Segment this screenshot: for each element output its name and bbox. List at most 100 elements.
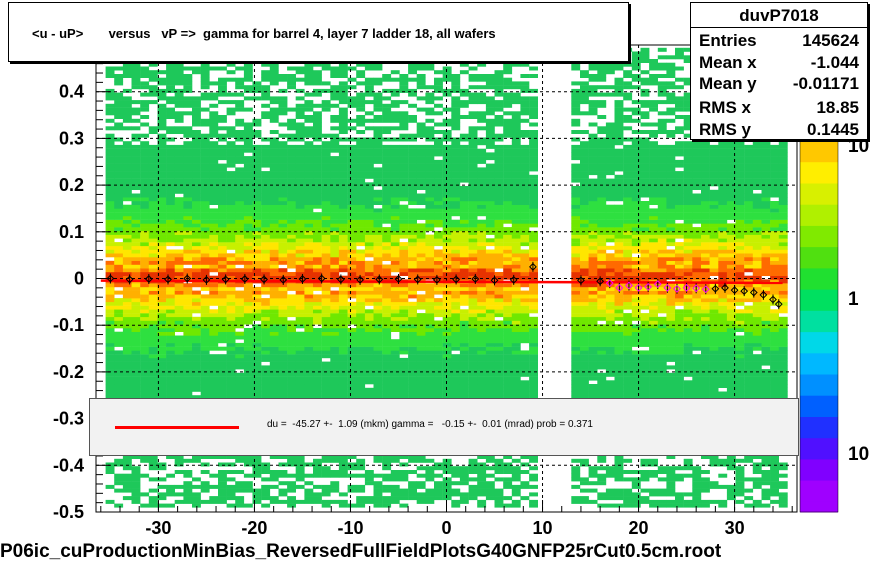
heatmap-cell [252,380,262,385]
heatmap-cell [174,100,184,105]
heatmap-cell [105,335,115,340]
heatmap-cell [511,488,521,493]
heatmap-cell [529,372,538,377]
heatmap-cell [338,130,348,134]
heatmap-cell [200,171,210,176]
heatmap-cell [330,70,340,75]
heatmap-cell [330,324,340,329]
heatmap-cell [338,230,348,235]
heatmap-cell [114,477,124,482]
heatmap-cell [278,488,288,493]
heatmap-cell [356,268,366,273]
heatmap-cell [520,223,530,228]
heatmap-cell [408,354,417,359]
heatmap-cell [477,324,487,329]
heatmap-cell [183,148,193,153]
heatmap-cell [451,148,461,153]
heatmap-cell [226,152,236,157]
heatmap-cell [122,197,132,202]
heatmap-cell [114,219,124,224]
heatmap-cell [252,387,262,392]
heatmap-cell [468,182,478,187]
heatmap-cell [390,219,400,224]
heatmap-cell [174,249,184,254]
heatmap-cell [451,103,461,108]
heatmap-cell [434,230,443,235]
heatmap-cell [399,346,409,351]
heatmap-cell [468,126,478,131]
heatmap-cell [330,186,340,190]
heatmap-cell [269,156,279,161]
heatmap-cell [364,141,374,146]
heatmap-cell [451,201,461,205]
heatmap-cell [347,249,357,254]
heatmap-cell [261,219,271,224]
heatmap-cell [148,357,158,362]
heatmap-cell [269,215,279,220]
heatmap-cell [485,118,495,123]
heatmap-cell [174,376,184,381]
heatmap-cell [321,215,331,220]
heatmap-cell [252,357,262,362]
heatmap-cell [218,492,227,497]
heatmap-cell [200,376,210,381]
heatmap-cell [183,324,193,329]
heatmap-cell [192,167,201,172]
heatmap-cell [321,66,331,71]
heatmap-cell [235,245,245,250]
heatmap-cell [529,133,538,138]
heatmap-cell [494,174,504,179]
heatmap-cell [243,387,253,392]
heatmap-cell [416,197,426,202]
heatmap-cell [261,88,271,93]
heatmap-cell [408,372,417,377]
heatmap-cell [174,148,184,153]
heatmap-cell [192,339,201,344]
heatmap-cell [122,156,132,161]
heatmap-cell [192,372,201,377]
heatmap-cell [235,350,245,355]
heatmap-cell [529,122,538,127]
heatmap-cell [269,245,279,250]
heatmap-cell [140,215,150,220]
heatmap-cell [200,212,210,217]
heatmap-cell [503,85,513,90]
heatmap-cell [494,372,504,377]
heatmap-cell [226,264,236,269]
heatmap-cell [468,253,478,258]
heatmap-cell [459,466,469,471]
heatmap-cell [399,260,409,265]
heatmap-cell [347,264,357,269]
heatmap-cell [174,470,184,474]
heatmap-cell [382,163,392,168]
heatmap-cell [174,357,184,362]
heatmap-cell [304,354,314,359]
heatmap-cell [131,376,141,381]
heatmap-cell [390,148,400,153]
heatmap-cell [295,111,305,116]
heatmap-cell [399,301,409,306]
heatmap-cell [529,335,538,340]
heatmap-cell [485,305,495,310]
heatmap-cell [390,212,400,217]
heatmap-cell [511,320,521,325]
heatmap-cell [140,294,150,299]
heatmap-cell [451,376,461,381]
heatmap-cell [209,81,219,86]
heatmap-cell [269,365,279,370]
heatmap-cell [114,395,124,400]
heatmap-cell [529,484,538,489]
heatmap-cell [399,85,409,90]
heatmap-cell [114,369,124,374]
heatmap-cell [338,458,348,463]
heatmap-cell [364,62,374,67]
heatmap-cell [442,257,452,261]
heatmap-cell [416,298,426,303]
heatmap-cell [399,369,409,374]
heatmap-cell [494,492,504,497]
heatmap-cell [287,152,296,157]
heatmap-cell [373,260,383,265]
heatmap-cell [304,242,314,247]
heatmap-cell [425,272,435,276]
heatmap-cell [131,238,141,243]
